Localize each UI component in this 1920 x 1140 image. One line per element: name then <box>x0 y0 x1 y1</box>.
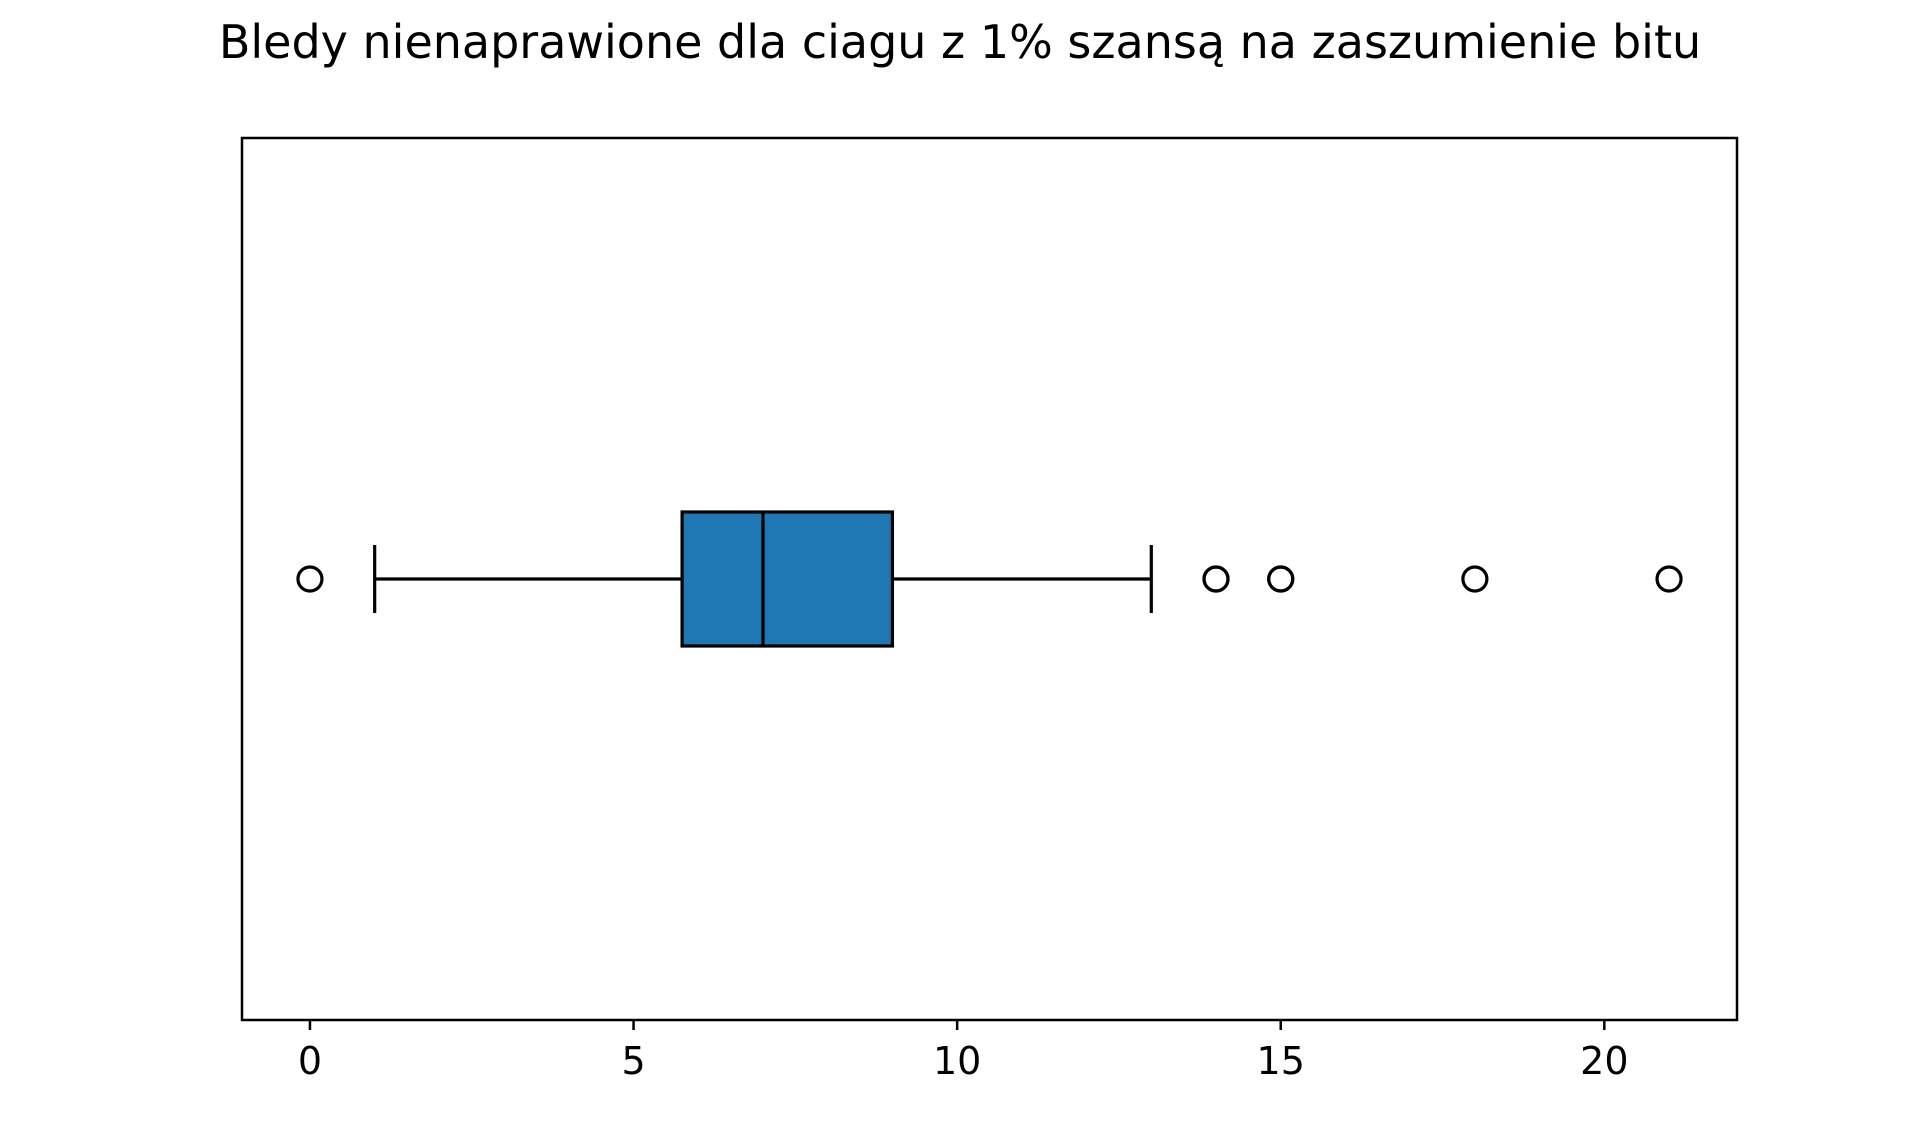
x-tick-label: 10 <box>933 1039 981 1083</box>
outlier-point <box>1267 565 1295 593</box>
x-tick-label: 15 <box>1257 1039 1305 1083</box>
outlier-point <box>1202 565 1230 593</box>
iqr-box <box>680 510 895 648</box>
plot-area <box>240 136 1739 1022</box>
box-plot <box>373 510 1153 648</box>
outlier-point <box>1461 565 1489 593</box>
x-tick-label: 20 <box>1580 1039 1628 1083</box>
x-tick-label: 5 <box>621 1039 645 1083</box>
outlier-point <box>1655 565 1683 593</box>
chart-title: Bledy nienaprawione dla ciagu z 1% szans… <box>219 15 1701 69</box>
outlier-point <box>296 565 324 593</box>
outlier-points <box>296 565 1683 593</box>
axes-frame <box>240 136 1739 1022</box>
x-tick-label: 0 <box>298 1039 322 1083</box>
x-axis: 0 5 10 15 20 <box>298 1020 1629 1083</box>
